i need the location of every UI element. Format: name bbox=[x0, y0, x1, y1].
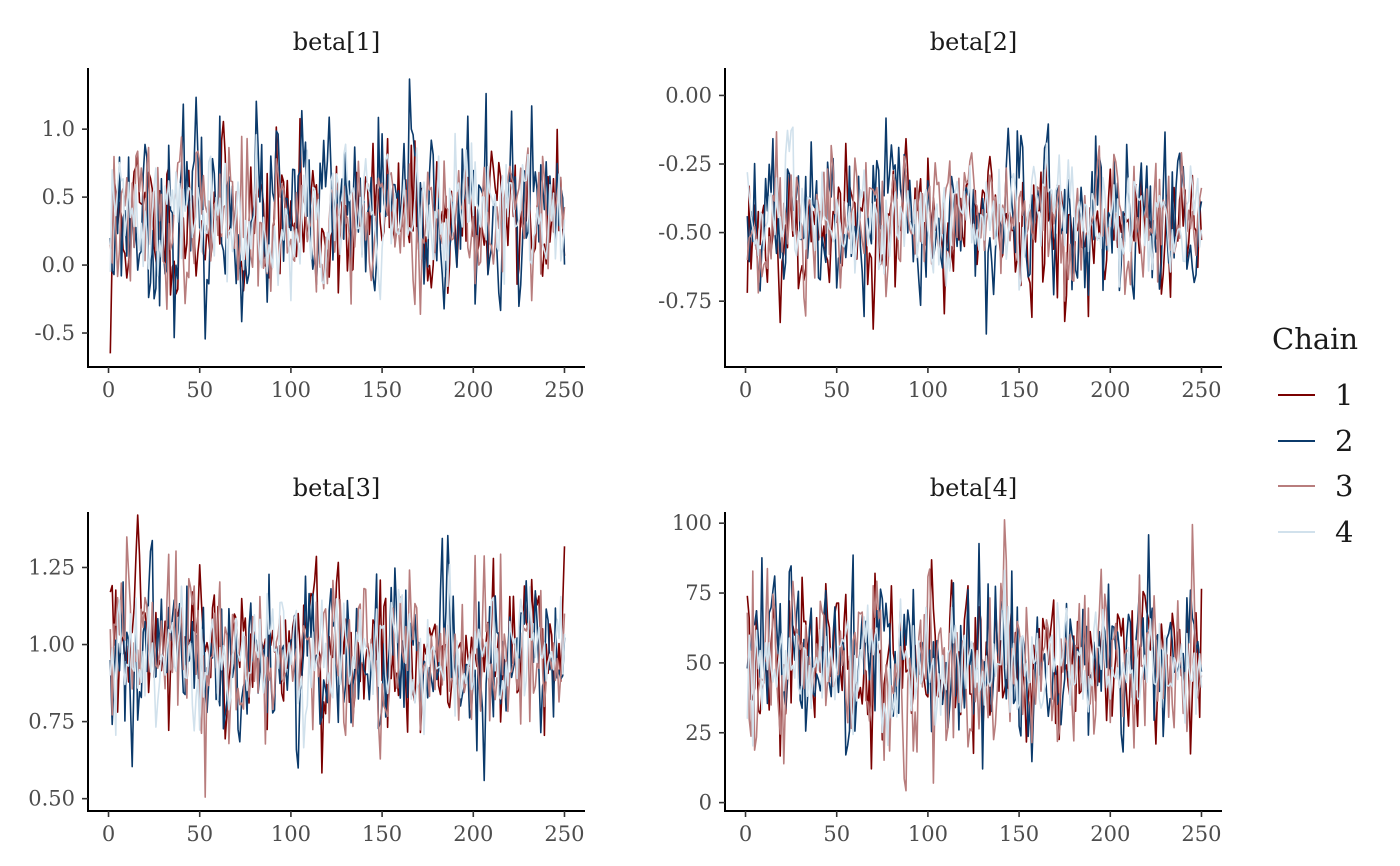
y-tick-label: 100 bbox=[672, 511, 712, 535]
series-line-chain-3 bbox=[109, 135, 566, 315]
x-tick-label: 250 bbox=[1181, 378, 1221, 402]
legend-label-4: 4 bbox=[1335, 515, 1353, 549]
y-tick-label: 0 bbox=[699, 791, 712, 815]
x-tick-label: 50 bbox=[186, 378, 213, 402]
y-tick-label: 50 bbox=[685, 651, 712, 675]
legend-title: Chain bbox=[1272, 322, 1358, 356]
x-tick-label: 250 bbox=[1181, 822, 1221, 846]
legend: Chain 1 2 3 4 bbox=[1272, 322, 1358, 549]
legend-label-2: 2 bbox=[1335, 424, 1353, 458]
y-tick-label: 0.5 bbox=[42, 185, 75, 209]
y-tick-label: 0.50 bbox=[28, 787, 75, 811]
panel-beta-3: beta[3] 0 50 100 150 200 250 0.50 0.75 1.00 1.25 bbox=[28, 474, 585, 846]
x-tick-label: 100 bbox=[271, 378, 311, 402]
x-tick-label: 150 bbox=[999, 378, 1039, 402]
y-tick-label: -0.5 bbox=[35, 321, 76, 345]
x-tick-label: 250 bbox=[544, 822, 584, 846]
y-tick-label: 1.00 bbox=[28, 633, 75, 657]
series-line-chain-4 bbox=[746, 126, 1203, 291]
x-tick-label: 50 bbox=[186, 822, 213, 846]
x-tick-label: 100 bbox=[908, 822, 948, 846]
y-tick-label: -0.25 bbox=[658, 152, 712, 176]
y-tick-label: -0.75 bbox=[658, 289, 712, 313]
y-tick-label: 0.00 bbox=[665, 83, 712, 107]
x-tick-label: 100 bbox=[908, 378, 948, 402]
x-tick-label: 150 bbox=[999, 822, 1039, 846]
series-line-chain-2 bbox=[109, 78, 566, 340]
x-tick-label: 150 bbox=[362, 378, 402, 402]
x-tick-label: 100 bbox=[271, 822, 311, 846]
x-tick-label: 150 bbox=[362, 822, 402, 846]
x-tick-label: 0 bbox=[739, 822, 752, 846]
y-tick-label: 75 bbox=[685, 581, 712, 605]
x-tick-label: 200 bbox=[453, 822, 493, 846]
x-tick-label: 200 bbox=[453, 378, 493, 402]
legend-label-3: 3 bbox=[1335, 469, 1353, 503]
y-tick-label: 0.75 bbox=[28, 710, 75, 734]
x-tick-label: 200 bbox=[1090, 822, 1130, 846]
series-line-chain-4 bbox=[109, 563, 566, 749]
x-tick-label: 0 bbox=[102, 378, 115, 402]
legend-label-1: 1 bbox=[1335, 378, 1353, 412]
x-tick-label: 50 bbox=[823, 822, 850, 846]
panel-title: beta[1] bbox=[293, 28, 381, 56]
panel-title: beta[4] bbox=[930, 474, 1018, 502]
y-tick-label: 0.0 bbox=[42, 253, 75, 277]
x-tick-label: 0 bbox=[102, 822, 115, 846]
panel-title: beta[2] bbox=[930, 28, 1018, 56]
y-tick-label: 25 bbox=[685, 721, 712, 745]
x-tick-label: 50 bbox=[823, 378, 850, 402]
x-tick-label: 0 bbox=[739, 378, 752, 402]
y-tick-label: 1.0 bbox=[42, 117, 75, 141]
y-tick-label: 1.25 bbox=[28, 555, 75, 579]
series-line-chain-4 bbox=[746, 569, 1203, 747]
y-tick-label: -0.50 bbox=[658, 221, 712, 245]
series-line-chain-4 bbox=[109, 132, 566, 302]
panel-title: beta[3] bbox=[293, 474, 381, 502]
panel-beta-4: beta[4] 0 50 100 150 200 250 0 25 50 75 100 bbox=[672, 474, 1222, 846]
x-tick-label: 200 bbox=[1090, 378, 1130, 402]
panel-beta-2: beta[2] 0 50 100 150 200 250 -0.75 -0.50 -0.25 0.0… bbox=[658, 28, 1222, 402]
panel-beta-1: beta[1] 0 50 100 150 200 250 -0.5 0.0 0.5 1.0 bbox=[35, 28, 585, 402]
x-tick-label: 250 bbox=[544, 378, 584, 402]
